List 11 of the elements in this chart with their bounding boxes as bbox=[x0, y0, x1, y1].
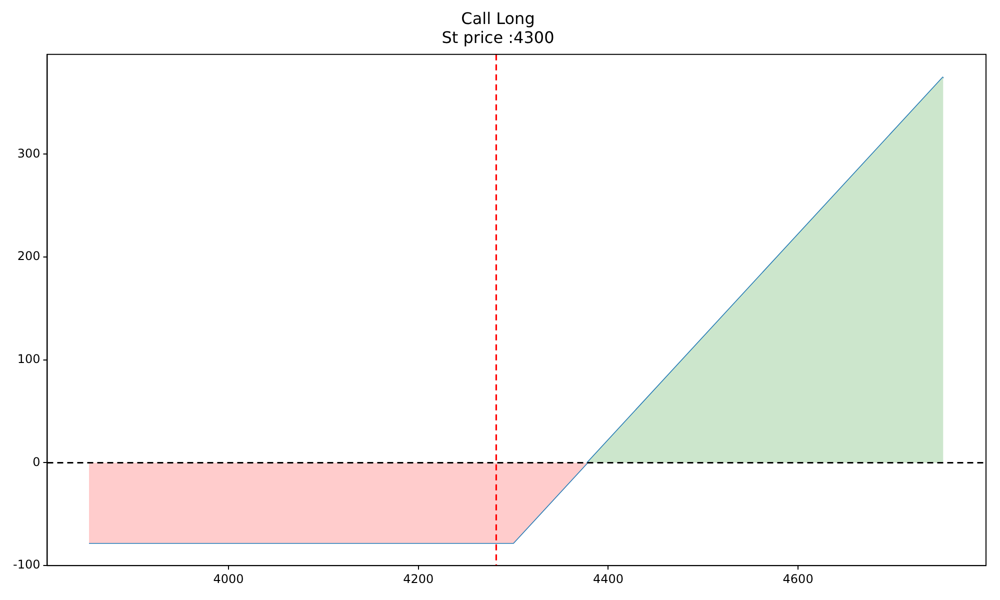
y-tick-label: 100 bbox=[17, 352, 40, 366]
x-tick-label: 4400 bbox=[592, 572, 624, 586]
x-tick-label: 4600 bbox=[782, 572, 814, 586]
x-tick-label: 4000 bbox=[213, 572, 244, 586]
y-tick-label: 300 bbox=[17, 146, 40, 160]
x-tick-label: 4200 bbox=[403, 572, 434, 586]
y-tick-label: 200 bbox=[17, 249, 40, 264]
chart-title: Call Long bbox=[461, 8, 535, 28]
y-tick-label: 0 bbox=[32, 454, 40, 469]
chart-subtitle: St price :4300 bbox=[442, 28, 554, 47]
y-tick-label: -100 bbox=[13, 558, 40, 572]
